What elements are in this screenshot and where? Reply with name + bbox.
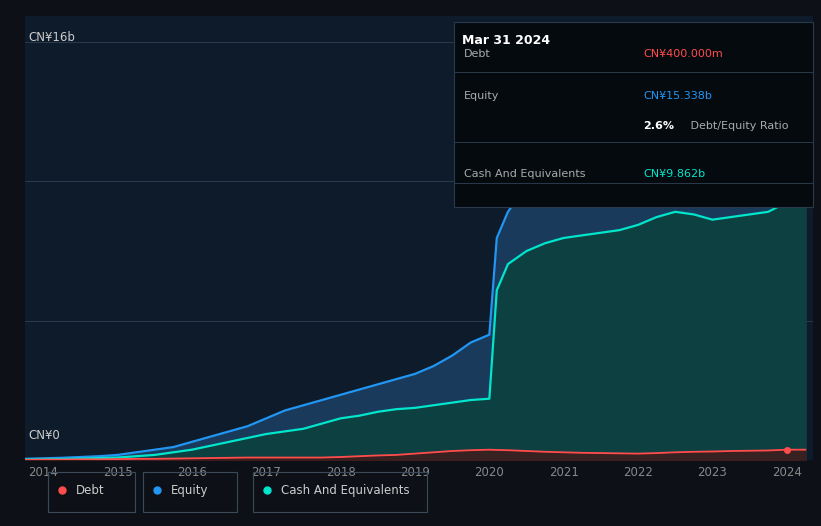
- Text: CN¥400.000m: CN¥400.000m: [644, 49, 723, 59]
- Text: CN¥16b: CN¥16b: [29, 32, 76, 44]
- FancyBboxPatch shape: [454, 23, 813, 207]
- Text: CN¥0: CN¥0: [29, 429, 60, 442]
- Text: Debt/Equity Ratio: Debt/Equity Ratio: [686, 120, 788, 131]
- Text: Cash And Equivalents: Cash And Equivalents: [464, 169, 585, 179]
- Text: CN¥9.862b: CN¥9.862b: [644, 169, 705, 179]
- Text: Debt: Debt: [464, 49, 490, 59]
- Text: CN¥15.338b: CN¥15.338b: [644, 91, 712, 101]
- Text: Debt: Debt: [76, 484, 104, 497]
- Text: Mar 31 2024: Mar 31 2024: [462, 34, 550, 47]
- Text: Equity: Equity: [464, 91, 499, 101]
- Text: 2.6%: 2.6%: [644, 120, 674, 131]
- Text: Equity: Equity: [171, 484, 208, 497]
- Text: Cash And Equivalents: Cash And Equivalents: [281, 484, 410, 497]
